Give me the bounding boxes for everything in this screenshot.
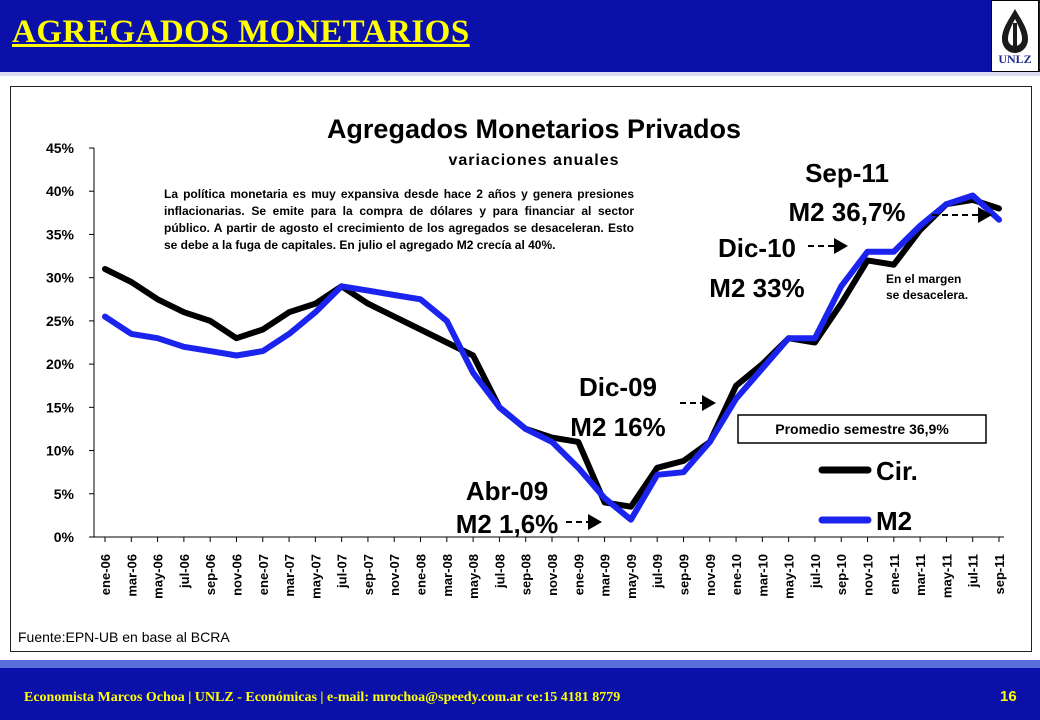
annotation-date-label: Sep-11 — [805, 158, 889, 188]
side-note-line: En el margen — [886, 272, 961, 286]
x-tick-label: nov-07 — [387, 554, 402, 596]
header-bar: AGREGADOS MONETARIOS UNLZ — [0, 0, 1040, 72]
y-tick-label: 15% — [46, 399, 75, 415]
average-box — [737, 414, 987, 444]
series-line-m2 — [102, 192, 1002, 523]
header-divider — [0, 72, 1040, 76]
average-box-label: Promedio semestre 36,9% — [775, 421, 949, 437]
annotation-date-label: Dic-09 — [579, 372, 657, 402]
unlz-logo: UNLZ — [991, 0, 1039, 72]
page-title: AGREGADOS MONETARIOS — [12, 14, 470, 50]
x-tick-label: may-06 — [151, 554, 166, 599]
x-tick-label: sep-06 — [203, 554, 218, 595]
y-tick-label: 45% — [46, 140, 75, 156]
x-tick-label: ene-08 — [414, 554, 429, 595]
chart-note: La política monetaria es muy expansiva d… — [164, 187, 634, 252]
x-tick-label: ene-06 — [98, 554, 113, 595]
x-tick-label: ene-11 — [887, 554, 902, 594]
x-tick-label: may-10 — [782, 554, 797, 599]
line-chart: Agregados Monetarios Privados variaciones… — [18, 114, 1007, 645]
x-tick-label: mar-07 — [282, 554, 297, 597]
annotation-value-label: M2 36,7% — [788, 197, 905, 227]
y-tick-label: 20% — [46, 356, 75, 372]
footer-divider — [0, 660, 1040, 668]
footer-credits: Economista Marcos Ochoa | UNLZ - Económi… — [24, 690, 621, 705]
x-tick-label: sep-09 — [676, 554, 691, 595]
legend-label: M2 — [876, 506, 912, 536]
footer-bar: Economista Marcos Ochoa | UNLZ - Económi… — [0, 660, 1040, 720]
chart-frame: Agregados Monetarios Privados variaciones… — [10, 86, 1032, 652]
x-tick-label: sep-07 — [361, 554, 376, 595]
logo-emblem-icon — [1002, 9, 1028, 53]
annotation-value-label: M2 33% — [709, 273, 804, 303]
logo-text: UNLZ — [998, 52, 1032, 66]
y-tick-label: 40% — [46, 183, 75, 199]
x-tick-label: ene-09 — [571, 554, 586, 595]
chart-title: Agregados Monetarios Privados — [327, 114, 741, 144]
y-tick-label: 35% — [46, 226, 75, 242]
x-tick-label: may-09 — [624, 554, 639, 599]
x-tick-label: nov-06 — [229, 554, 244, 596]
x-tick-label: sep-11 — [992, 554, 1007, 594]
x-tick-label: may-11 — [939, 554, 954, 598]
x-tick-label: nov-10 — [861, 554, 876, 596]
x-tick-label: jul-10 — [808, 554, 823, 589]
x-tick-label: nov-09 — [703, 554, 718, 596]
x-tick-label: mar-09 — [598, 554, 613, 597]
annotation-date-label: Abr-09 — [466, 476, 548, 506]
x-tick-label: mar-06 — [124, 554, 139, 597]
x-tick-label: mar-11 — [913, 554, 928, 596]
x-tick-label: may-07 — [308, 554, 323, 599]
x-tick-label: sep-10 — [834, 554, 849, 595]
x-tick-label: ene-07 — [256, 554, 271, 595]
x-tick-label: nov-08 — [545, 554, 560, 596]
y-tick-label: 30% — [46, 270, 75, 286]
y-tick-label: 10% — [46, 443, 75, 459]
chart-source: Fuente:EPN-UB en base al BCRA — [18, 629, 230, 645]
page-number: 16 — [1000, 688, 1017, 705]
x-tick-label: ene-10 — [729, 554, 744, 595]
annotation-value-label: M2 1,6% — [456, 509, 559, 539]
x-tick-label: jul-09 — [650, 554, 665, 589]
annotation-value-label: M2 16% — [570, 412, 665, 442]
legend-label: Cir. — [876, 456, 918, 486]
x-tick-label: jul-06 — [177, 554, 192, 589]
side-note-line: se desacelera. — [886, 288, 968, 302]
y-tick-label: 5% — [54, 486, 75, 502]
y-tick-label: 0% — [54, 529, 75, 545]
x-tick-label: mar-08 — [440, 554, 455, 597]
x-tick-label: jul-08 — [492, 554, 507, 589]
x-tick-label: jul-07 — [335, 554, 350, 589]
x-tick-label: mar-10 — [755, 554, 770, 597]
annotation-date-label: Dic-10 — [718, 233, 796, 263]
series-line-cir — [102, 196, 1002, 510]
x-tick-label: jul-11 — [966, 554, 981, 588]
chart-subtitle: variaciones anuales — [448, 152, 619, 169]
x-tick-label: may-08 — [466, 554, 481, 599]
x-tick-label: sep-08 — [519, 554, 534, 595]
y-tick-label: 25% — [46, 313, 75, 329]
